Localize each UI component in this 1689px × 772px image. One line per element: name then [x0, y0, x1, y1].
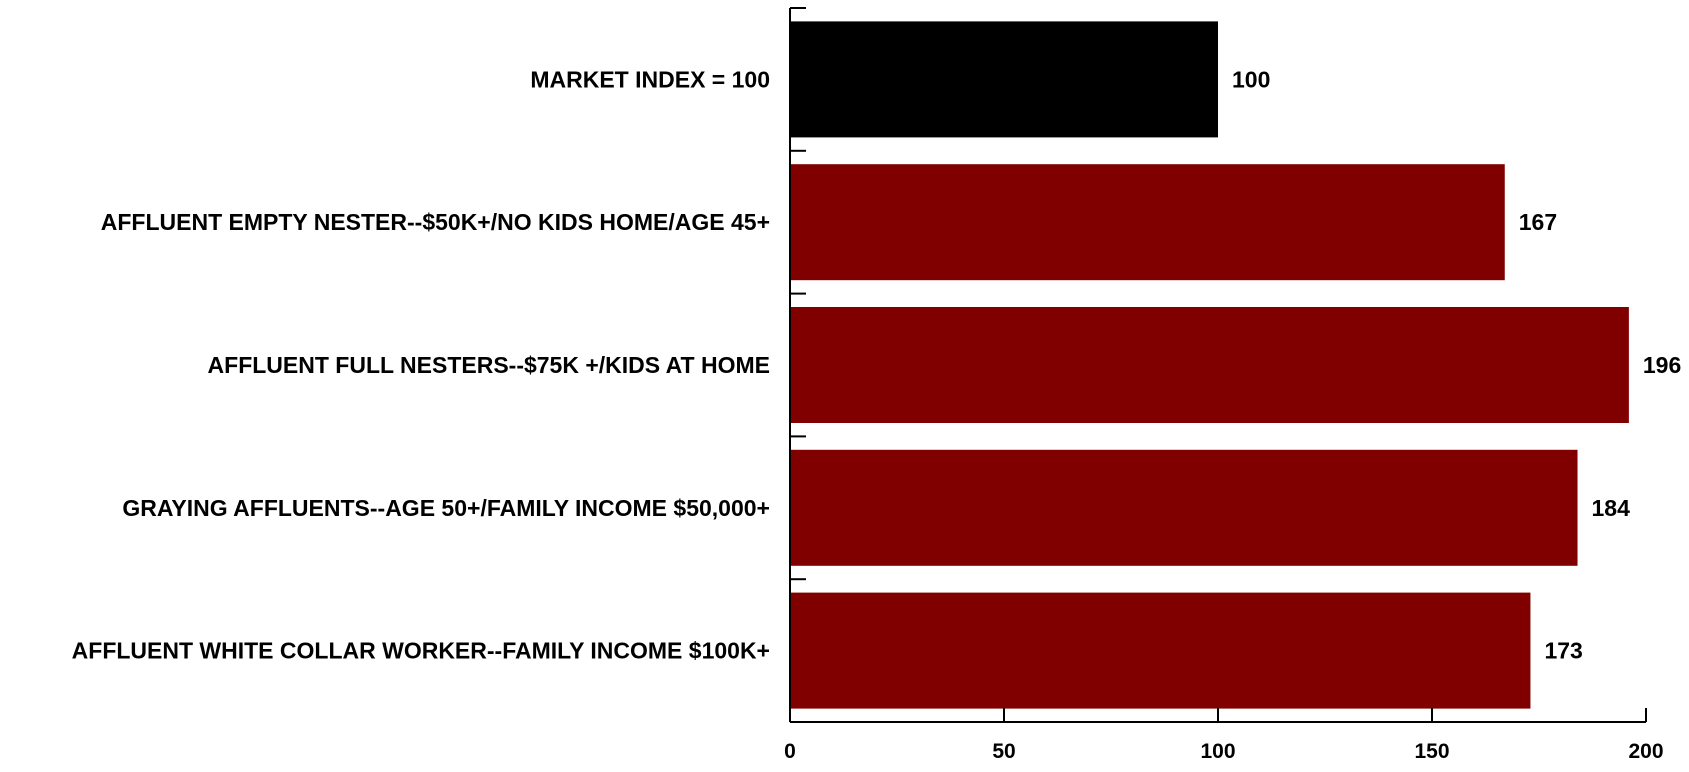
category-label: AFFLUENT EMPTY NESTER--$50K+/NO KIDS HOM…: [101, 209, 770, 235]
ticks-group: 0 50 100 150 200: [784, 7, 1664, 763]
value-label: 167: [1519, 209, 1557, 235]
value-label: 100: [1232, 66, 1270, 92]
value-label: 196: [1643, 352, 1681, 378]
bar: [790, 592, 1531, 709]
x-tick-label: 100: [1200, 740, 1235, 763]
category-label: GRAYING AFFLUENTS--AGE 50+/FAMILY INCOME…: [122, 495, 770, 521]
value-label: 184: [1592, 495, 1631, 521]
category-label: MARKET INDEX = 100: [530, 66, 770, 92]
value-label: 173: [1544, 638, 1582, 664]
bar: [790, 449, 1578, 566]
category-labels-group: MARKET INDEX = 100 AFFLUENT EMPTY NESTER-…: [72, 66, 770, 663]
category-label: AFFLUENT WHITE COLLAR WORKER--FAMILY INC…: [72, 638, 770, 664]
x-tick-label: 50: [992, 740, 1015, 763]
category-label: AFFLUENT FULL NESTERS--$75K +/KIDS AT HO…: [208, 352, 770, 378]
x-tick-label: 0: [784, 740, 796, 763]
bar: [790, 21, 1218, 138]
bars-group: [790, 21, 1629, 709]
bar: [790, 307, 1629, 423]
x-tick-label: 200: [1628, 740, 1663, 763]
value-labels-group: 100 167 196 184 173: [1232, 66, 1681, 663]
bar: [790, 164, 1505, 281]
x-tick-label: 150: [1414, 740, 1449, 763]
